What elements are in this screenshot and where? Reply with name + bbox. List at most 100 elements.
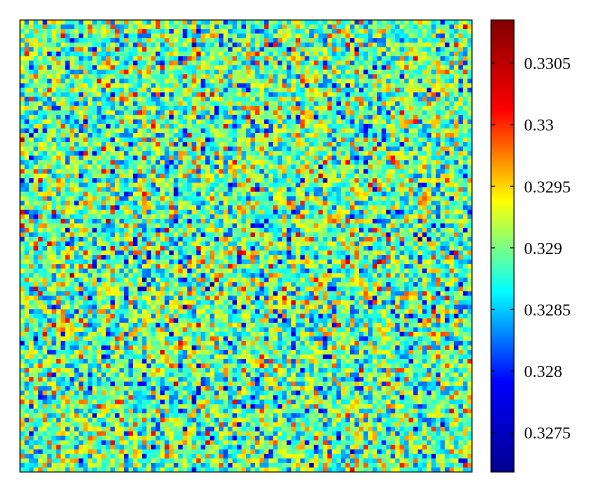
heatmap-cell [187,47,193,52]
heatmap-cell [218,160,224,165]
heatmap-cell [65,74,71,80]
heatmap-cell [169,146,175,152]
heatmap-cell [286,236,292,242]
heatmap-cell [318,137,324,143]
heatmap-cell [345,200,351,206]
heatmap-cell [65,137,71,143]
heatmap-cell [399,47,405,52]
heatmap-cell [191,151,197,156]
heatmap-cell [218,65,224,71]
heatmap-cell [413,29,419,34]
heatmap-cell [417,33,423,39]
heatmap-cell [250,78,256,84]
heatmap-cell [78,105,84,111]
heatmap-cell [413,142,419,147]
heatmap-cell [96,96,102,102]
heatmap-cell [137,42,143,48]
heatmap-cell [78,24,84,30]
heatmap-cell [313,96,319,102]
heatmap-cell [123,182,129,188]
heatmap-cell [304,65,310,71]
heatmap-cell [83,47,89,52]
heatmap-cell [56,78,62,84]
heatmap-cell [38,123,43,129]
heatmap-cell [264,101,269,107]
heatmap-cell [322,187,328,193]
heatmap-cell [345,114,351,120]
heatmap-cell [214,119,220,125]
heatmap-cell [164,69,170,75]
heatmap-cell [101,96,107,102]
heatmap-cell [336,146,342,152]
heatmap-cell [295,155,301,161]
heatmap-cell [345,160,351,165]
heatmap-cell [69,196,75,202]
heatmap-cell [458,173,464,179]
heatmap-cell [295,38,301,43]
heatmap-cell [408,110,414,116]
heatmap-cell [250,160,256,165]
heatmap-cell [151,33,156,39]
heatmap-cell [155,218,161,224]
heatmap-cell [404,78,410,84]
heatmap-cell [273,232,278,238]
heatmap-cell [69,69,75,75]
heatmap-cell [200,160,206,165]
heatmap-cell [232,196,238,202]
heatmap-cell [142,146,147,152]
heatmap-cell [20,160,25,165]
heatmap-cell [300,24,306,30]
heatmap-cell [282,87,288,93]
heatmap-cell [359,110,364,116]
heatmap-cell [182,142,188,147]
heatmap-cell [214,29,220,34]
heatmap-cell [155,110,161,116]
heatmap-cell [83,218,89,224]
heatmap-cell [417,47,423,52]
heatmap-cell [92,160,98,165]
heatmap-cell [318,60,324,66]
heatmap-cell [399,51,405,57]
heatmap-cell [440,133,446,138]
heatmap-cell [354,56,360,62]
heatmap-cell [467,92,473,98]
heatmap-cell [169,101,175,107]
heatmap-cell [331,142,337,147]
heatmap-cell [390,123,396,129]
heatmap-cell [282,155,288,161]
heatmap-cell [345,187,351,193]
heatmap-cell [105,92,111,98]
heatmap-cell [87,187,93,193]
heatmap-cell [295,20,301,25]
heatmap-cell [408,209,414,215]
heatmap-cell [372,33,378,39]
heatmap-cell [458,146,464,152]
heatmap-cell [83,142,89,147]
heatmap-cell [33,205,39,211]
heatmap-cell [83,29,89,34]
heatmap-cell [318,105,324,111]
heatmap-cell [340,60,346,66]
heatmap-cell [232,69,238,75]
heatmap-cell [42,191,48,197]
heatmap-cell [467,101,473,107]
heatmap-cell [87,24,93,30]
heatmap-cell [74,74,80,80]
heatmap-cell [458,20,464,25]
heatmap-cell [435,119,441,125]
heatmap-cell [390,74,396,80]
heatmap-cell [395,223,401,229]
heatmap-cell [313,101,319,107]
heatmap-cell [286,69,292,75]
heatmap-cell [123,38,129,43]
heatmap-cell [227,47,233,52]
heatmap-cell [309,151,315,156]
heatmap-cell [241,218,247,224]
heatmap-cell [236,137,242,143]
heatmap-cell [349,169,355,175]
heatmap-cell [359,187,364,193]
heatmap-cell [458,56,464,62]
heatmap-cell [444,105,450,111]
heatmap-cell [205,65,211,71]
heatmap-cell [381,33,387,39]
